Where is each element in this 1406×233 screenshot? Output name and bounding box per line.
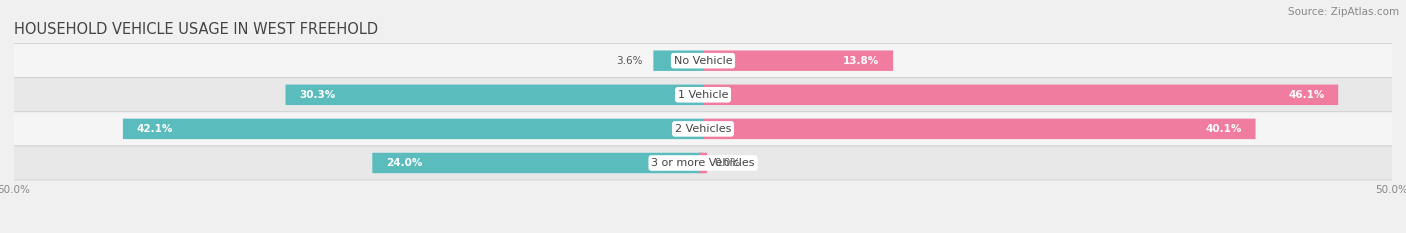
FancyBboxPatch shape [699, 153, 707, 173]
Legend: Owner-occupied, Renter-occupied: Owner-occupied, Renter-occupied [582, 230, 824, 233]
FancyBboxPatch shape [14, 44, 1392, 78]
FancyBboxPatch shape [14, 112, 1392, 146]
Text: 1 Vehicle: 1 Vehicle [678, 90, 728, 100]
FancyBboxPatch shape [703, 85, 1339, 105]
Text: 40.1%: 40.1% [1205, 124, 1241, 134]
Text: 46.1%: 46.1% [1288, 90, 1324, 100]
Text: 2 Vehicles: 2 Vehicles [675, 124, 731, 134]
FancyBboxPatch shape [14, 78, 1392, 112]
FancyBboxPatch shape [373, 153, 703, 173]
FancyBboxPatch shape [14, 146, 1392, 180]
Text: 0.0%: 0.0% [714, 158, 741, 168]
Text: 3.6%: 3.6% [616, 56, 643, 66]
Text: 30.3%: 30.3% [299, 90, 336, 100]
FancyBboxPatch shape [703, 51, 893, 71]
Text: HOUSEHOLD VEHICLE USAGE IN WEST FREEHOLD: HOUSEHOLD VEHICLE USAGE IN WEST FREEHOLD [14, 22, 378, 37]
Text: Source: ZipAtlas.com: Source: ZipAtlas.com [1288, 7, 1399, 17]
Text: 42.1%: 42.1% [136, 124, 173, 134]
Text: 13.8%: 13.8% [844, 56, 879, 66]
Text: 3 or more Vehicles: 3 or more Vehicles [651, 158, 755, 168]
FancyBboxPatch shape [122, 119, 703, 139]
FancyBboxPatch shape [285, 85, 703, 105]
Text: No Vehicle: No Vehicle [673, 56, 733, 66]
FancyBboxPatch shape [654, 51, 703, 71]
Text: 24.0%: 24.0% [387, 158, 422, 168]
FancyBboxPatch shape [703, 119, 1256, 139]
